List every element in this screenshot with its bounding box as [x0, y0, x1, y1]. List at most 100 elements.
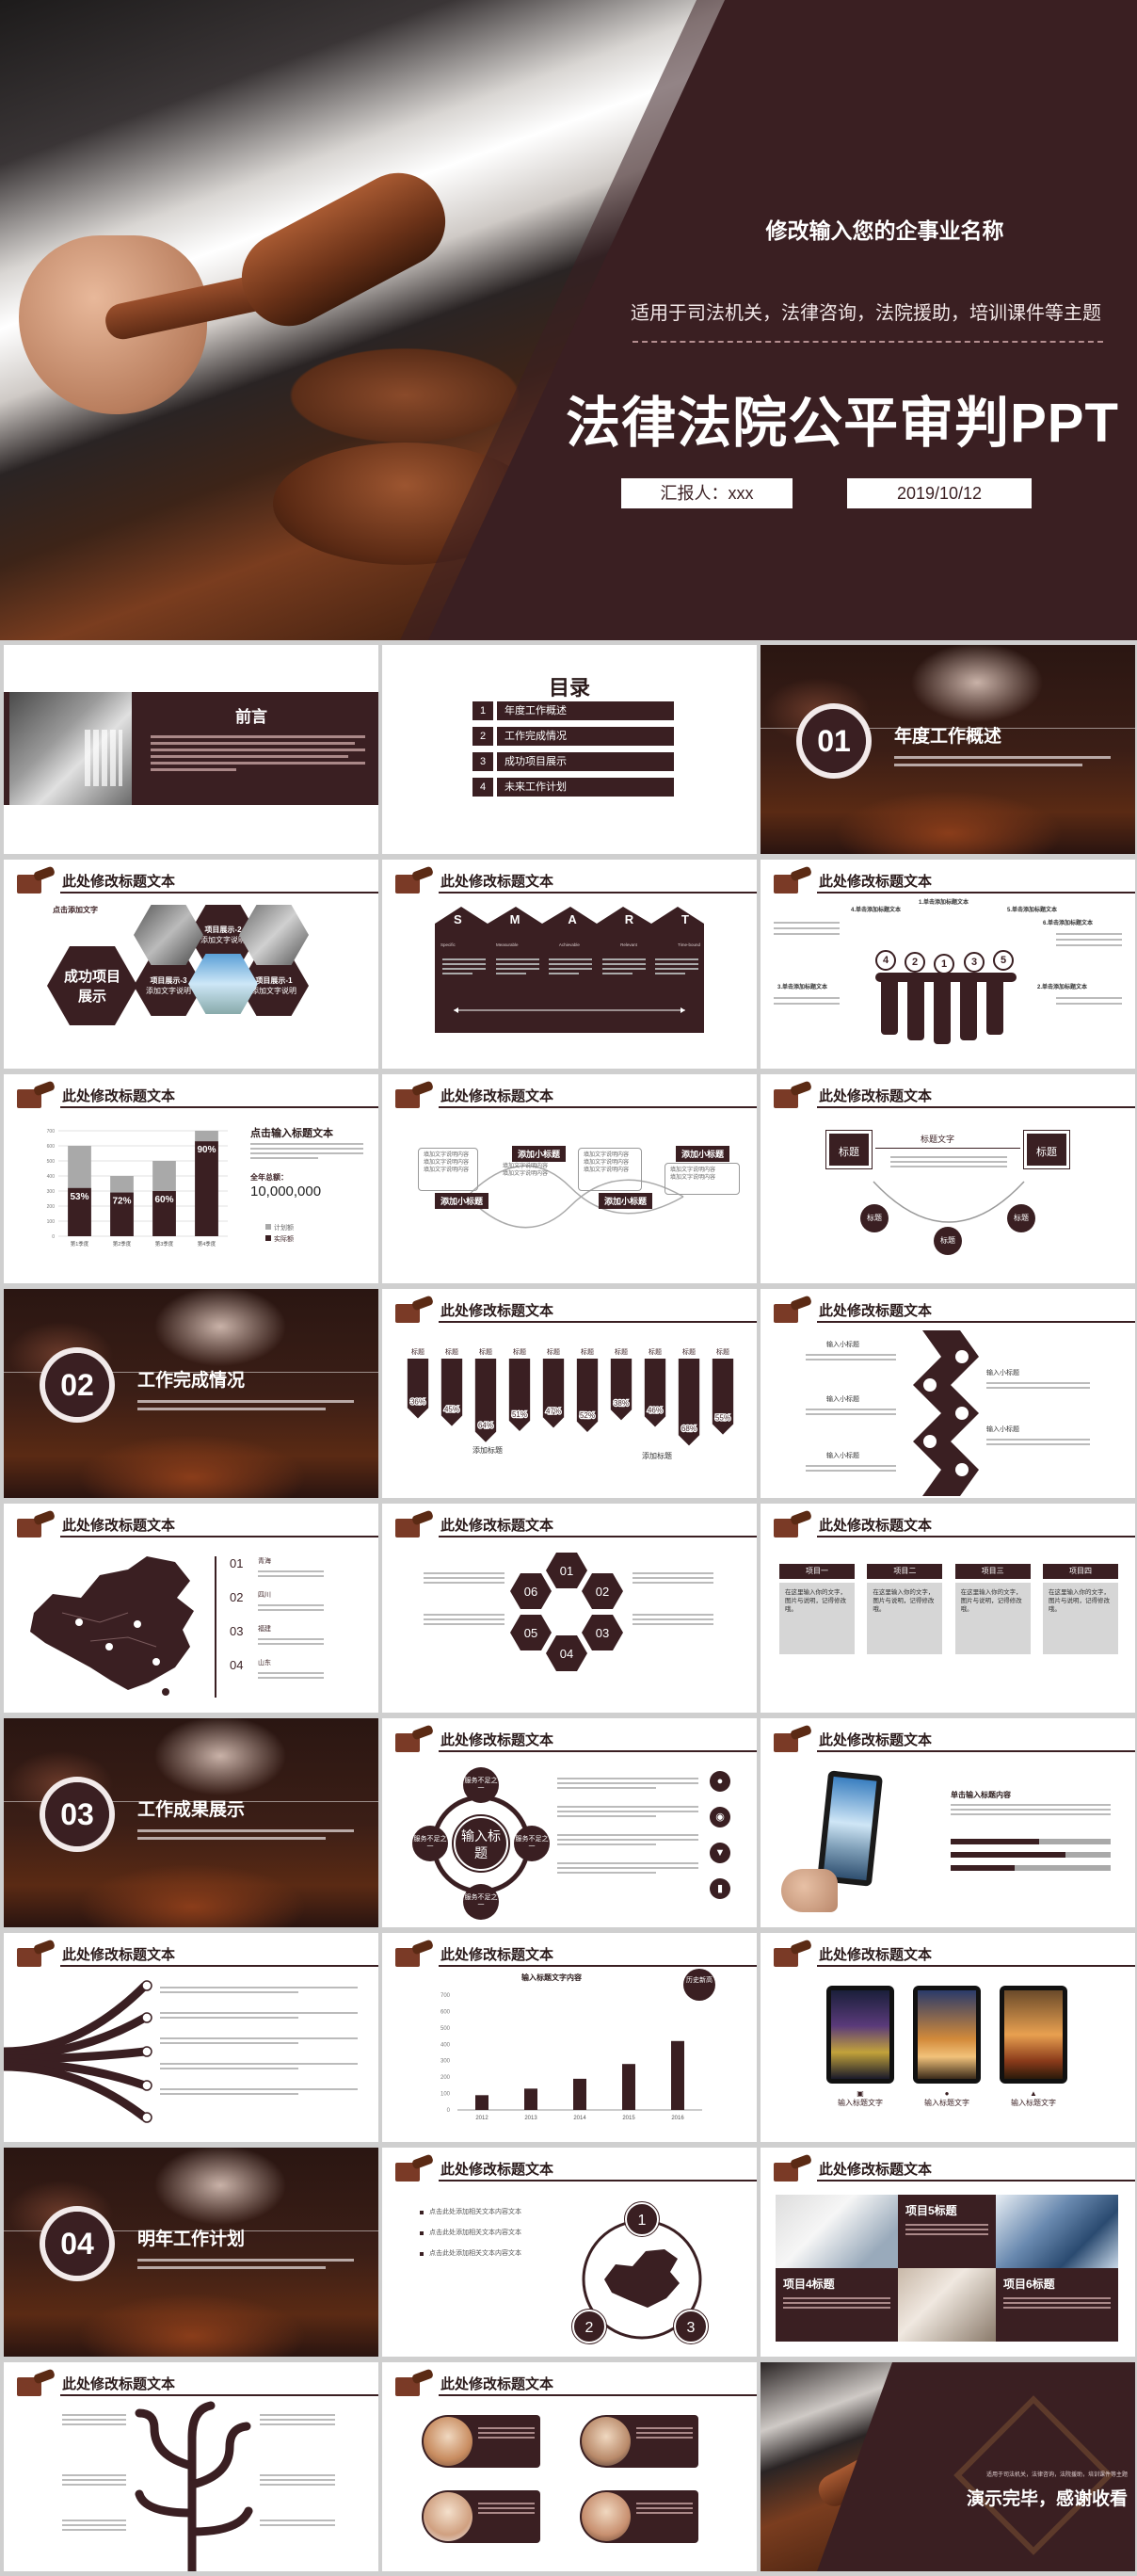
- slide-title: 此处修改标题文本: [62, 1518, 176, 1534]
- y-tick-label: 600: [440, 2009, 451, 2015]
- x-tick-label: 2014: [573, 2116, 586, 2121]
- growth-bar-chart: 700 600 500 400 300 200 100 0 2012 2013 2014 2015 20…: [440, 1993, 702, 2121]
- toc-label: 未来工作计划: [497, 778, 674, 797]
- slide-title: 此处修改标题文本: [62, 1088, 176, 1104]
- slide-chapter-02[interactable]: 02 工作完成情况: [4, 1289, 378, 1498]
- toc-title: 目录: [548, 676, 590, 700]
- slide-growth-chart[interactable]: 此处修改标题文本 输入标题文字内容 历史新高 700 600 500 400 300 20…: [382, 1933, 757, 2142]
- slide-preface[interactable]: 前言: [4, 645, 378, 854]
- cycle-node: 服务不足之一: [412, 1826, 448, 1861]
- project-header: 项目三: [954, 1564, 1031, 1579]
- text-box: [418, 1148, 478, 1191]
- percent-arrow: [678, 1359, 700, 1446]
- bar-percent-label: 60%: [154, 1195, 173, 1205]
- people-num: 5: [993, 950, 1014, 971]
- project-cell: 在这里输入你的文字，图片与说明，记得修改哦。: [867, 1583, 943, 1654]
- ribbon-graphic: [4, 1980, 152, 2123]
- gavel-book-icon: [395, 2153, 437, 2182]
- title-box-right: 标题: [1023, 1130, 1070, 1169]
- y-tick-label: 300: [440, 2059, 451, 2065]
- phone-label: ▲ 输入标题文字: [1000, 2089, 1067, 2108]
- bar-percent-label: 72%: [112, 1197, 131, 1207]
- percent-label: 55%: [715, 1414, 730, 1423]
- map-num-2: 2: [571, 2309, 607, 2344]
- slide-team[interactable]: 此处修改标题文本: [382, 2362, 757, 2571]
- arrow-title: 标题: [445, 1347, 458, 1356]
- slide-ribbons[interactable]: 此处修改标题文本: [4, 1933, 378, 2142]
- slide-project-grid[interactable]: 此处修改标题文本 项目5标题 项目4标题 项目6标题: [761, 2148, 1135, 2357]
- y-tick-label: 700: [440, 1993, 451, 1999]
- slide-tree[interactable]: 此处修改标题文本: [4, 2362, 378, 2571]
- slide-china-map[interactable]: 此处修改标题文本 01 青海 02 四川 03 福建 04 山东: [4, 1504, 378, 1713]
- toc-item[interactable]: 3 成功项目展示: [472, 752, 674, 771]
- slide-toc[interactable]: 目录 1 年度工作概述 2 工作完成情况 3 成功项目展示 4 未来工作计划: [382, 645, 757, 854]
- percent-arrow: [712, 1359, 734, 1435]
- label-3: 3.单击添加标题文本: [777, 985, 828, 990]
- cycle-node: 服务不足之一: [463, 1767, 499, 1803]
- arrow-title: 标题: [716, 1347, 729, 1356]
- slide-cycle[interactable]: 此处修改标题文本 输入标题 服务不足之一 服务不足之一 服务不足之一 服务不足之…: [382, 1718, 757, 1927]
- title-box-left: 标题: [825, 1130, 873, 1169]
- slide-end[interactable]: 适用于司法机关，法律咨询，法院援助，培训课件等主题 演示完毕，感谢收看: [761, 2362, 1135, 2571]
- slide-four-projects[interactable]: 此处修改标题文本 项目一 在这里输入你的文字，图片与说明，记得修改哦。 项目二 在这…: [761, 1504, 1135, 1713]
- chapter-number-badge: 03: [40, 1777, 115, 1852]
- team-card: [580, 2490, 698, 2543]
- small-title-tag: 添加小标题: [435, 1193, 489, 1209]
- slide-hex-ring[interactable]: 此处修改标题文本 01 02 03 04 05 06: [382, 1504, 757, 1713]
- slide-success-projects[interactable]: 此处修改标题文本 点击添加文字 成功项目展示 项目展示-2 添加文字说明 项目展示…: [4, 860, 378, 1069]
- percent-arrow: [576, 1359, 599, 1432]
- arrow-title: 标题: [411, 1347, 424, 1356]
- slide-map-numbers[interactable]: 此处修改标题文本 点击此处添加相关文本内容文本 点击此处添加相关文本内容文本 点…: [382, 2148, 757, 2357]
- slide-bar-chart[interactable]: 此处修改标题文本 700 600 500 400 300 200 100 0 53% 第1季度 72…: [4, 1074, 378, 1283]
- slide-tablet[interactable]: 此处修改标题文本 单击输入标题内容: [761, 1718, 1135, 1927]
- slide-title: 此处修改标题文本: [819, 1303, 933, 1319]
- quarterly-bar-chart: 700 600 500 400 300 200 100 0 53% 第1季度 72% 第2季度 60% 第…: [47, 1129, 228, 1248]
- x-tick-label: 2015: [622, 2116, 635, 2121]
- x-tick-label: 第1季度: [71, 1240, 89, 1248]
- percent-label: 36%: [410, 1397, 425, 1406]
- preface-body: [151, 732, 365, 775]
- title-text: 标题文字: [921, 1135, 955, 1144]
- arrow-title: 标题: [649, 1347, 662, 1356]
- text-box: [665, 1163, 740, 1195]
- zigzag-label: 输入小标题: [826, 1342, 859, 1348]
- slide-title-circles[interactable]: 此处修改标题文本 标题 标题 标题文字 标题 标题 标题: [761, 1074, 1135, 1283]
- lightbulb-icon: ◉: [710, 1807, 730, 1827]
- toc-item[interactable]: 4 未来工作计划: [472, 778, 674, 797]
- chapter-title: 工作成果展示: [137, 1800, 246, 1820]
- toc-item[interactable]: 2 工作完成情况: [472, 727, 674, 746]
- people-num: 3: [964, 952, 985, 973]
- slide-chapter-03[interactable]: 03 工作成果展示: [4, 1718, 378, 1927]
- gavel-book-icon: [395, 1939, 437, 1967]
- smart-words: Specific Measurable Achievable Relevant Time…: [440, 942, 700, 947]
- slide-arrow-percentages[interactable]: 此处修改标题文本 标题 36% 标题 45% 标题 64% 标题 51% 标题 47% 标题 52% 标…: [382, 1289, 757, 1498]
- y-tick-label: 300: [47, 1189, 56, 1195]
- slide-zigzag[interactable]: 此处修改标题文本 输入小标题 输入小标题 输入小标题 输入小标题 输入小标题: [761, 1289, 1135, 1498]
- tablet-title: 单击输入标题内容: [951, 1791, 1011, 1799]
- chapter-number-badge: 04: [40, 2206, 115, 2281]
- slide-people-numbers[interactable]: 此处修改标题文本 4.单击添加标题文本 1.单击添加标题文本 5.单击添加标题文…: [761, 860, 1135, 1069]
- toc-item[interactable]: 1 年度工作概述: [472, 701, 674, 720]
- slide-chapter-04[interactable]: 04 明年工作计划: [4, 2148, 378, 2357]
- text-lines-left: [774, 918, 840, 939]
- cover-slide[interactable]: 修改输入您的企事业名称 适用于司法机关，法律咨询，法院援助，培训课件等主题 法律…: [0, 0, 1137, 640]
- gavel-book-icon: [17, 1939, 58, 1967]
- slide-small-titles[interactable]: 此处修改标题文本 填加文字说明内容 填加文字说明内容 填加文字说明内容 添加小标题 …: [382, 1074, 757, 1283]
- text-lines-right: [1056, 929, 1122, 950]
- building-photo-hex: [188, 954, 258, 1014]
- bar-chart-title: 点击输入标题文本: [250, 1128, 333, 1139]
- gavel-book-icon: [395, 1509, 437, 1538]
- slide-chapter-01[interactable]: 01 年度工作概述: [761, 645, 1135, 854]
- slide-phones[interactable]: 此处修改标题文本 ▣ 输入标题文字 ● 输入标题文字 ▲ 输入标题文字: [761, 1933, 1135, 2142]
- year-bar: [524, 2088, 537, 2110]
- gavel-book-icon: [17, 865, 58, 894]
- slide-title: 此处修改标题文本: [440, 874, 554, 890]
- click-add-text: 点击添加文字: [53, 906, 98, 914]
- arrow-percent-chart: 标题 36% 标题 45% 标题 64% 标题 51% 标题 47% 标题 52% 标题 38% 标题 46%…: [407, 1347, 734, 1446]
- x-tick-label: 2016: [671, 2116, 684, 2121]
- chapter-title: 年度工作概述: [894, 727, 1002, 747]
- project-header: 项目一: [779, 1564, 855, 1579]
- y-tick-label: 100: [47, 1219, 56, 1225]
